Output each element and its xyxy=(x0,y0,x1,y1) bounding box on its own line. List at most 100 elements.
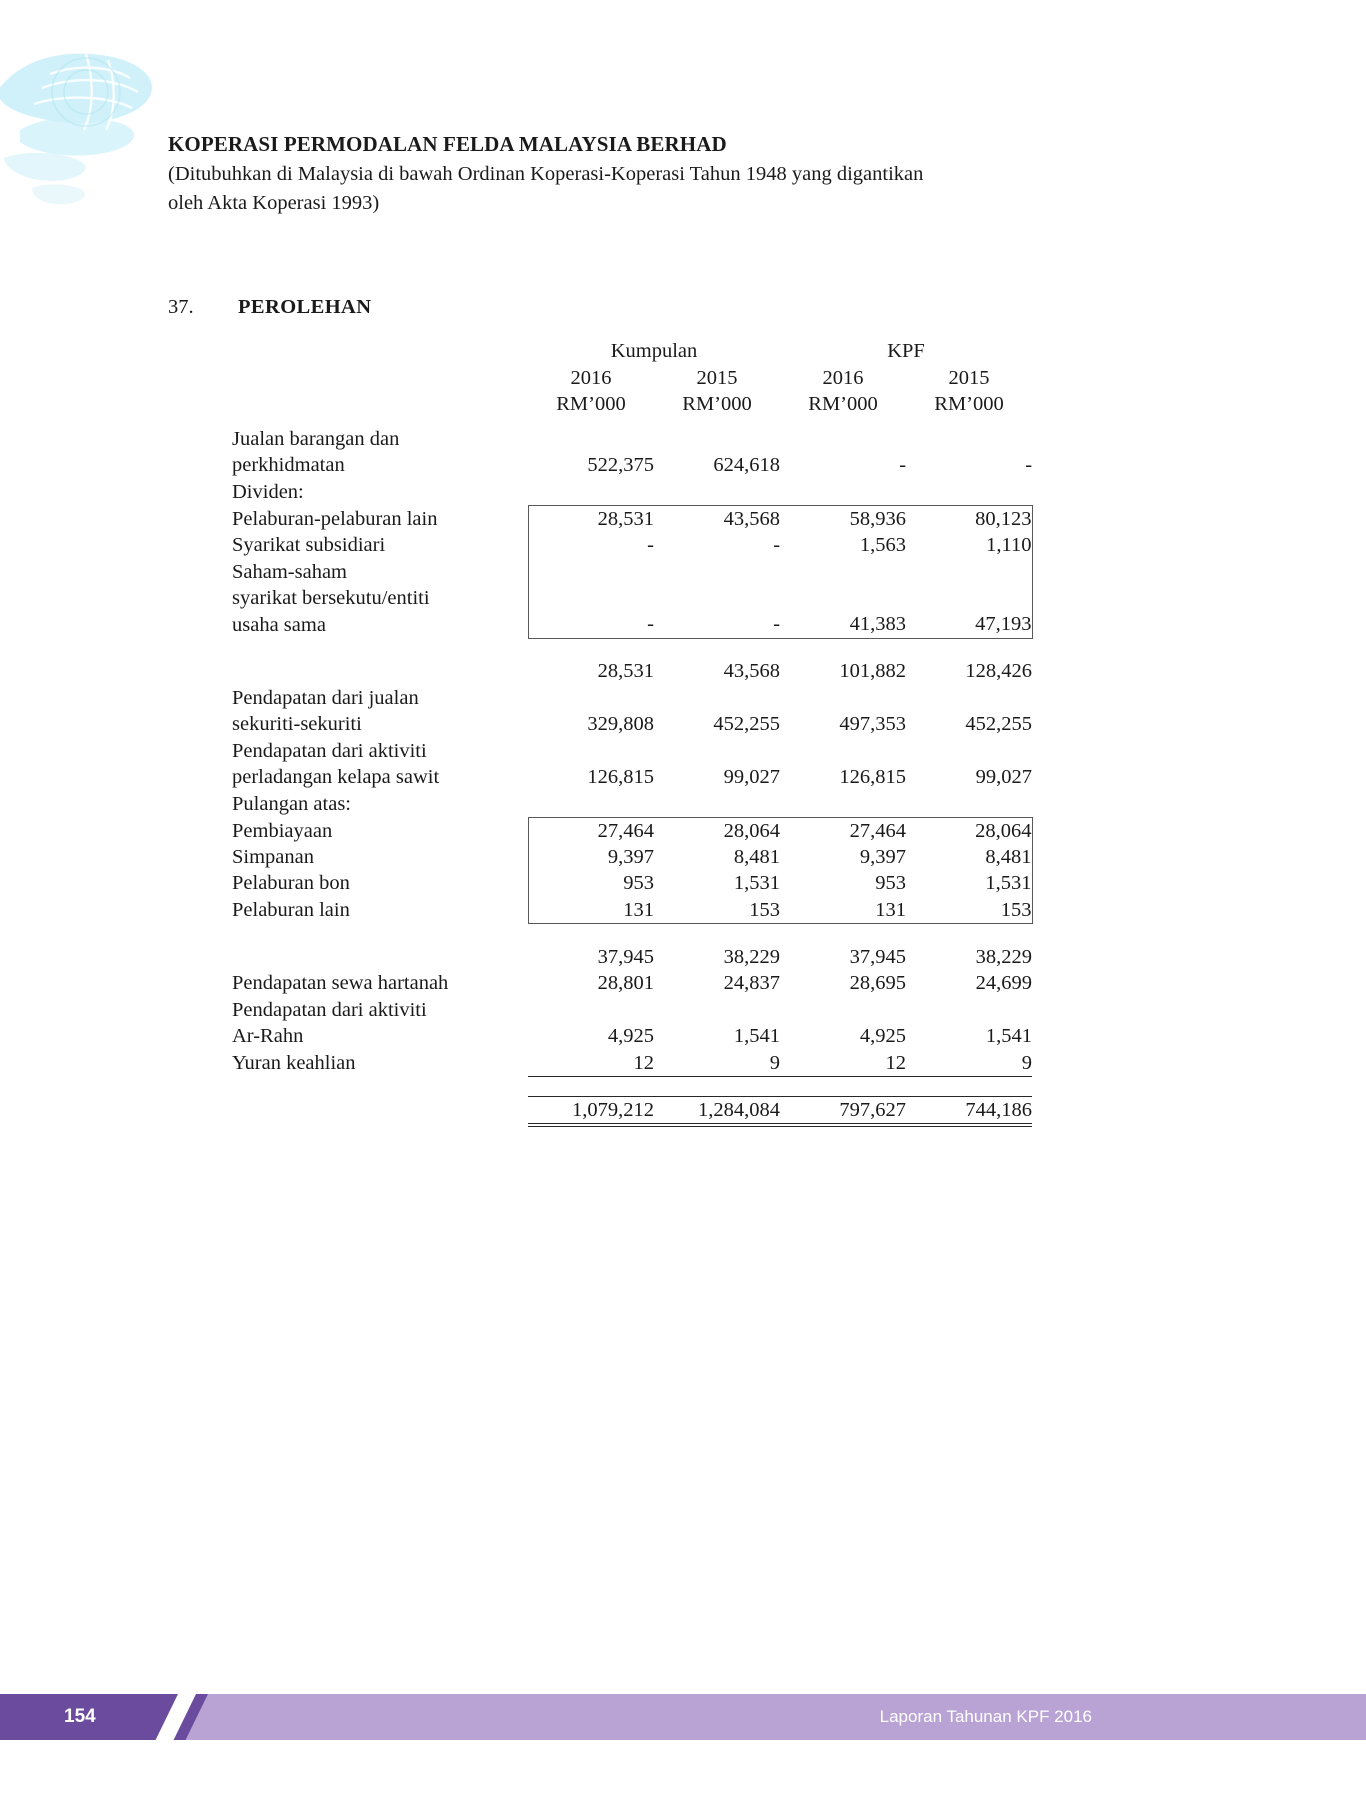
row-label: Simpanan xyxy=(232,845,314,868)
row-label: perladangan kelapa sawit xyxy=(232,766,440,789)
unit-header-row: RM’000 RM’000 RM’000 RM’000 xyxy=(232,391,1032,418)
row-label: Pelaburan lain xyxy=(232,899,350,922)
row-label: Saham-saham xyxy=(232,560,347,583)
row-value xyxy=(906,479,1032,505)
row-label: Dividen: xyxy=(232,480,304,503)
row-label: Syarikat subsidiari xyxy=(232,534,386,557)
row-value: 28,695 xyxy=(849,972,907,995)
row-value xyxy=(780,479,906,505)
row-label: Pendapatan dari aktiviti xyxy=(232,739,427,762)
row-value: 4,925 xyxy=(859,1025,907,1048)
row-label xyxy=(232,1096,528,1123)
row-value xyxy=(527,558,654,586)
row-value: 153 xyxy=(906,896,1033,925)
row-value xyxy=(528,738,654,764)
row-value: - xyxy=(527,532,654,559)
row-label: usaha sama xyxy=(232,613,326,636)
company-subtitle-line1: (Ditubuhkan di Malaysia di bawah Ordinan… xyxy=(168,163,924,186)
total-rule xyxy=(906,1123,1033,1128)
row-value: - xyxy=(654,611,781,639)
subtotal-value: 38,229 xyxy=(723,945,781,968)
year-kpf-2015: 2015 xyxy=(948,366,990,389)
row-value: 9,397 xyxy=(859,845,907,868)
row-label: Pendapatan sewa hartanah xyxy=(232,972,449,995)
row-value: 131 xyxy=(527,896,654,925)
group-header-blank xyxy=(232,338,528,365)
row-value xyxy=(906,558,1033,586)
row-value: 9,397 xyxy=(527,843,654,871)
row-label: Jualan barangan dan xyxy=(232,427,400,450)
row-value: 953 xyxy=(527,870,654,897)
row-value xyxy=(528,997,654,1023)
table-row: Pendapatan dari aktiviti xyxy=(232,738,1032,764)
row-value xyxy=(654,559,780,585)
row-value xyxy=(906,426,1032,452)
row-value xyxy=(906,738,1032,764)
year-kumpulan-2015: 2015 xyxy=(696,366,738,389)
row-value: 8,481 xyxy=(906,843,1033,871)
row-value: 1,531 xyxy=(906,870,1033,897)
row-value xyxy=(654,997,780,1023)
row-value: 497,353 xyxy=(839,713,907,736)
row-value: 624,618 xyxy=(713,454,781,477)
year-kumpulan-2016: 2016 xyxy=(570,366,612,389)
table-row: perkhidmatan 522,375 624,618 - - xyxy=(232,452,1032,478)
row-value xyxy=(780,685,906,711)
row-label: Pelaburan-pelaburan lain xyxy=(232,507,438,530)
row-value: 99,027 xyxy=(723,766,781,789)
row-value xyxy=(654,685,780,711)
row-label: Pulangan atas: xyxy=(232,792,351,815)
row-value xyxy=(528,791,654,817)
table-row: Jualan barangan dan xyxy=(232,426,1032,452)
unit-kpf-2015: RM’000 xyxy=(934,393,1004,416)
row-label: Pendapatan dari jualan xyxy=(232,686,419,709)
subtotal-value: 38,229 xyxy=(975,945,1033,968)
total-underline-row xyxy=(232,1123,1033,1128)
row-value: 41,383 xyxy=(780,611,907,639)
table-row: Pelaburan-pelaburan lain 28,531 43,568 5… xyxy=(232,504,1033,533)
subtotal-value: 43,568 xyxy=(723,660,781,683)
table-row: Pembiayaan 27,464 28,064 27,464 28,064 xyxy=(232,816,1033,844)
financial-table-wrapper: Kumpulan KPF 2016 2015 2016 2015 RM’000 … xyxy=(232,338,1033,1128)
footer-report-label: Laporan Tahunan KPF 2016 xyxy=(879,1707,1092,1726)
subtotal-value: 101,882 xyxy=(839,660,907,683)
row-value: 452,255 xyxy=(965,713,1033,736)
table-row: Saham-saham xyxy=(232,558,1033,586)
row-value: 126,815 xyxy=(587,766,654,789)
table-row: usaha sama - - 41,383 47,193 xyxy=(232,611,1033,639)
table-row: syarikat bersekutu/entiti xyxy=(232,585,1033,612)
company-subtitle: (Ditubuhkan di Malaysia di bawah Ordinan… xyxy=(168,160,1068,218)
row-value: 953 xyxy=(875,872,907,895)
row-label: sekuriti-sekuriti xyxy=(232,713,362,736)
row-value: - xyxy=(773,534,781,557)
total-value: 797,627 xyxy=(780,1095,907,1125)
spacer-row xyxy=(232,418,1032,426)
unit-kumpulan-2016: RM’000 xyxy=(556,393,626,416)
row-value: 1,110 xyxy=(906,532,1033,559)
table-row: Pendapatan sewa hartanah 28,801 24,837 2… xyxy=(232,970,1032,996)
row-value: 131 xyxy=(780,896,907,925)
total-row: 1,079,212 1,284,084 797,627 744,186 xyxy=(232,1095,1033,1125)
row-value xyxy=(780,585,906,611)
row-value: 153 xyxy=(654,896,781,925)
row-value: 58,936 xyxy=(780,504,907,533)
table-row: Pelaburan bon 953 1,531 953 1,531 xyxy=(232,870,1033,897)
row-label: Yuran keahlian xyxy=(232,1052,356,1075)
year-kpf-2016: 2016 xyxy=(822,366,864,389)
subtotal-value: 37,945 xyxy=(597,945,654,968)
row-value xyxy=(906,685,1032,711)
row-value: 28,801 xyxy=(597,972,654,995)
company-name: KOPERASI PERMODALAN FELDA MALAYSIA BERHA… xyxy=(168,132,727,156)
row-value: 9 xyxy=(654,1049,781,1077)
group-header-kpf: KPF xyxy=(887,340,925,362)
subtotal-value: 128,426 xyxy=(965,660,1033,683)
row-label: Ar-Rahn xyxy=(232,1025,304,1048)
row-value: 1,541 xyxy=(733,1025,781,1048)
row-value xyxy=(780,997,906,1023)
subtotal-value: 28,531 xyxy=(597,660,654,683)
table-row: Yuran keahlian 12 9 12 9 xyxy=(232,1049,1033,1077)
total-value: 1,284,084 xyxy=(654,1095,781,1125)
row-label xyxy=(232,658,528,684)
note-heading: 37. PEROLEHAN xyxy=(168,296,371,319)
subtotal-row: 28,531 43,568 101,882 128,426 xyxy=(232,658,1032,684)
